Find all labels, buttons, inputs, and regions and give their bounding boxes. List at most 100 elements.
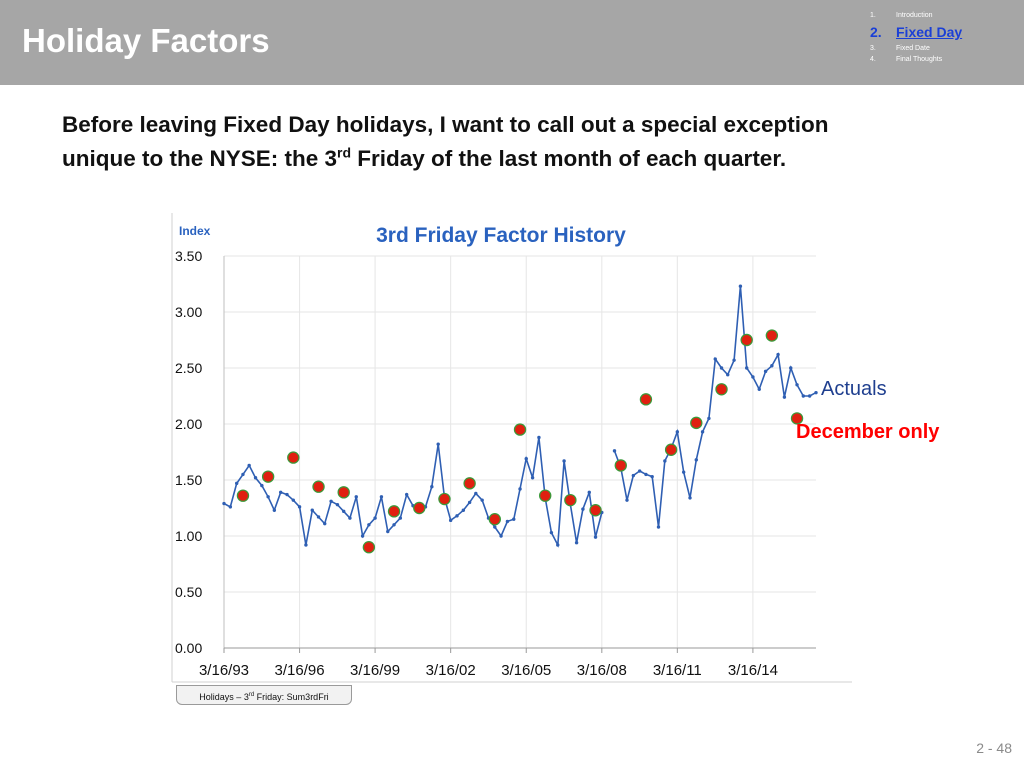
x-tick-label: 3/16/02 xyxy=(426,662,476,679)
intro-line-1: Before leaving Fixed Day holidays, I wan… xyxy=(62,112,829,137)
actuals-point xyxy=(656,525,661,529)
source-tab-end: Friday: Sum3rdFri xyxy=(254,692,329,702)
december-point xyxy=(337,486,350,499)
actuals-point xyxy=(688,496,692,500)
y-tick-label: 1.50 xyxy=(175,472,202,488)
december-point xyxy=(287,451,300,464)
actuals-series-line xyxy=(613,286,817,528)
nav-item-label: Introduction xyxy=(896,12,933,19)
y-tick-label: 2.50 xyxy=(175,360,202,376)
actuals-point xyxy=(404,492,409,497)
actuals-point xyxy=(663,459,667,463)
x-tick-label: 3/16/96 xyxy=(275,662,325,679)
actuals-point xyxy=(278,490,283,495)
december-point xyxy=(236,489,250,502)
nav-item-number: 2. xyxy=(870,24,882,40)
actuals-point xyxy=(448,518,453,523)
actuals-point xyxy=(782,395,787,399)
actuals-point xyxy=(386,529,390,534)
december-point xyxy=(614,459,627,472)
nav-item-label: Fixed Day xyxy=(896,24,963,40)
actuals-point xyxy=(562,459,566,463)
actuals-point xyxy=(222,501,226,506)
nav-item-number: 1. xyxy=(870,12,876,19)
actuals-point xyxy=(360,534,365,538)
actuals-point xyxy=(650,474,654,479)
december-point xyxy=(539,489,552,502)
december-point xyxy=(312,480,325,493)
actuals-point xyxy=(744,366,749,370)
december-point xyxy=(790,412,804,425)
intro-superscript: rd xyxy=(337,144,352,161)
actuals-point xyxy=(291,498,296,502)
actuals-point xyxy=(807,394,812,398)
december-point xyxy=(438,492,451,506)
actuals-point xyxy=(297,505,302,509)
nav-item-label: Final Thoughts xyxy=(896,56,943,63)
nav-item-fixed-date[interactable]: 3. Fixed Date xyxy=(870,43,962,54)
actuals-point xyxy=(430,485,434,489)
actuals-point xyxy=(379,495,384,499)
december-point xyxy=(715,383,728,396)
actuals-point xyxy=(700,430,705,434)
december-point xyxy=(564,493,577,507)
actuals-point xyxy=(354,495,358,499)
actuals-point xyxy=(732,358,736,362)
actuals-point xyxy=(499,534,503,538)
actuals-point xyxy=(814,390,818,395)
actuals-point xyxy=(524,457,528,461)
actuals-point xyxy=(625,498,629,502)
december-point xyxy=(413,501,426,515)
actuals-point xyxy=(707,416,711,421)
december-point xyxy=(362,541,376,554)
actuals-point xyxy=(461,508,466,512)
actuals-point xyxy=(713,357,717,361)
actuals-point xyxy=(467,500,472,505)
actuals-point xyxy=(776,352,780,357)
actuals-point xyxy=(681,470,686,474)
actuals-point xyxy=(234,481,239,486)
actuals-point xyxy=(272,508,277,512)
actuals-point xyxy=(505,519,510,524)
intro-line-2-end: Friday of the last month of each quarter… xyxy=(351,146,787,171)
actuals-point xyxy=(801,394,806,398)
actuals-point xyxy=(373,516,377,520)
december-point xyxy=(690,416,703,430)
actuals-point xyxy=(398,516,403,520)
december-point xyxy=(664,443,678,456)
source-tab[interactable]: Holidays – 3rd Friday: Sum3rdFri xyxy=(176,685,352,705)
actuals-point xyxy=(455,514,459,518)
actuals-series-label: Actuals xyxy=(821,378,887,400)
actuals-point xyxy=(726,373,730,377)
actuals-point xyxy=(644,472,648,477)
december-point xyxy=(589,504,602,517)
actuals-point xyxy=(316,515,321,519)
nav-item-number: 4. xyxy=(870,56,876,63)
actuals-point xyxy=(694,458,698,462)
december-point xyxy=(740,333,753,347)
actuals-point xyxy=(738,284,743,288)
nav-item-number: 3. xyxy=(870,45,876,52)
actuals-point xyxy=(392,523,396,527)
actuals-point xyxy=(751,375,755,379)
source-tab-start: Holidays – 3 xyxy=(199,692,249,702)
actuals-point xyxy=(556,543,560,547)
x-tick-label: 3/16/93 xyxy=(199,662,249,679)
nav-item-final-thoughts[interactable]: 4. Final Thoughts xyxy=(870,54,962,65)
actuals-point xyxy=(228,505,233,509)
actuals-point xyxy=(581,507,585,511)
actuals-point xyxy=(530,476,535,480)
actuals-point xyxy=(367,523,371,527)
actuals-point xyxy=(637,469,642,473)
actuals-point xyxy=(612,449,617,453)
actuals-point xyxy=(247,463,251,468)
nav-item-introduction[interactable]: 1. Introduction xyxy=(870,10,962,21)
december-point xyxy=(261,470,275,483)
nav-item-fixed-day[interactable]: 2. Fixed Day xyxy=(870,21,962,43)
actuals-point xyxy=(549,530,554,535)
actuals-point xyxy=(512,517,516,521)
december-point xyxy=(765,329,779,342)
actuals-point xyxy=(770,364,774,368)
actuals-point xyxy=(757,387,761,391)
actuals-point xyxy=(329,499,333,503)
